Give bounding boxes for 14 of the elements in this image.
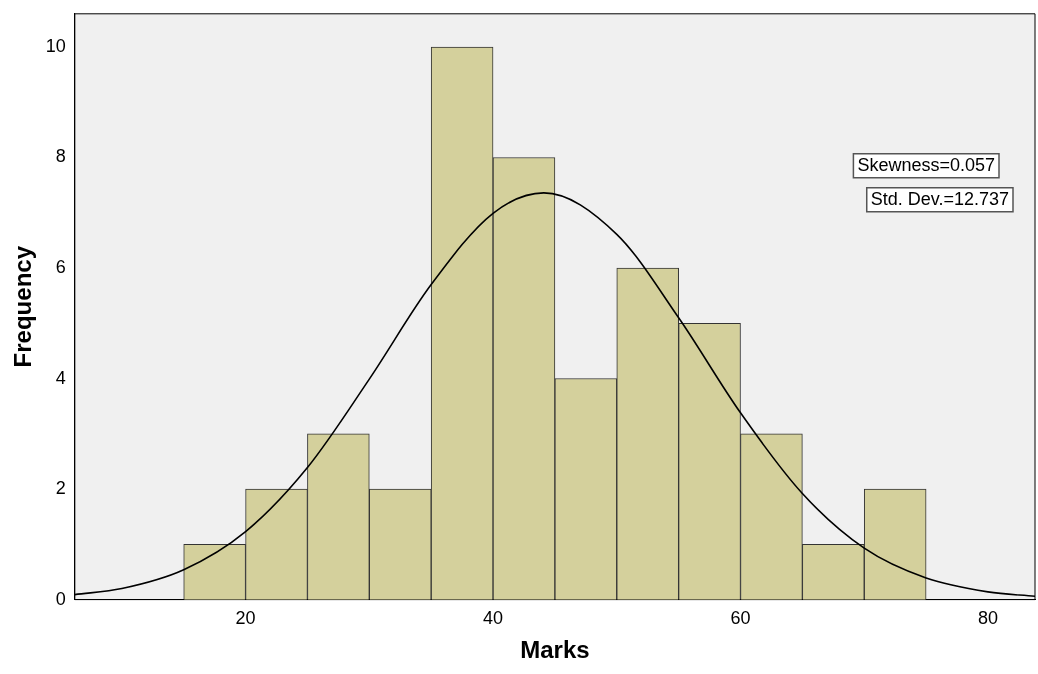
x-tick-label: 40 xyxy=(483,608,504,629)
x-tick-label: 20 xyxy=(235,608,256,629)
y-tick-label: 2 xyxy=(55,478,66,499)
x-tick-label: 80 xyxy=(977,608,998,629)
y-tick-label: 4 xyxy=(55,367,66,388)
y-tick-label: 10 xyxy=(45,35,66,56)
y-tick-label: 6 xyxy=(55,256,66,277)
x-tick-label: 60 xyxy=(730,608,751,629)
x-axis-title: Marks xyxy=(520,636,590,664)
annotation: Std. Dev.=12.737 xyxy=(870,188,1009,209)
y-axis-title: Frequency xyxy=(9,245,37,368)
annotation: Skewness=0.057 xyxy=(857,154,995,175)
y-tick-label: 0 xyxy=(55,588,66,609)
y-tick-label: 8 xyxy=(55,146,66,167)
